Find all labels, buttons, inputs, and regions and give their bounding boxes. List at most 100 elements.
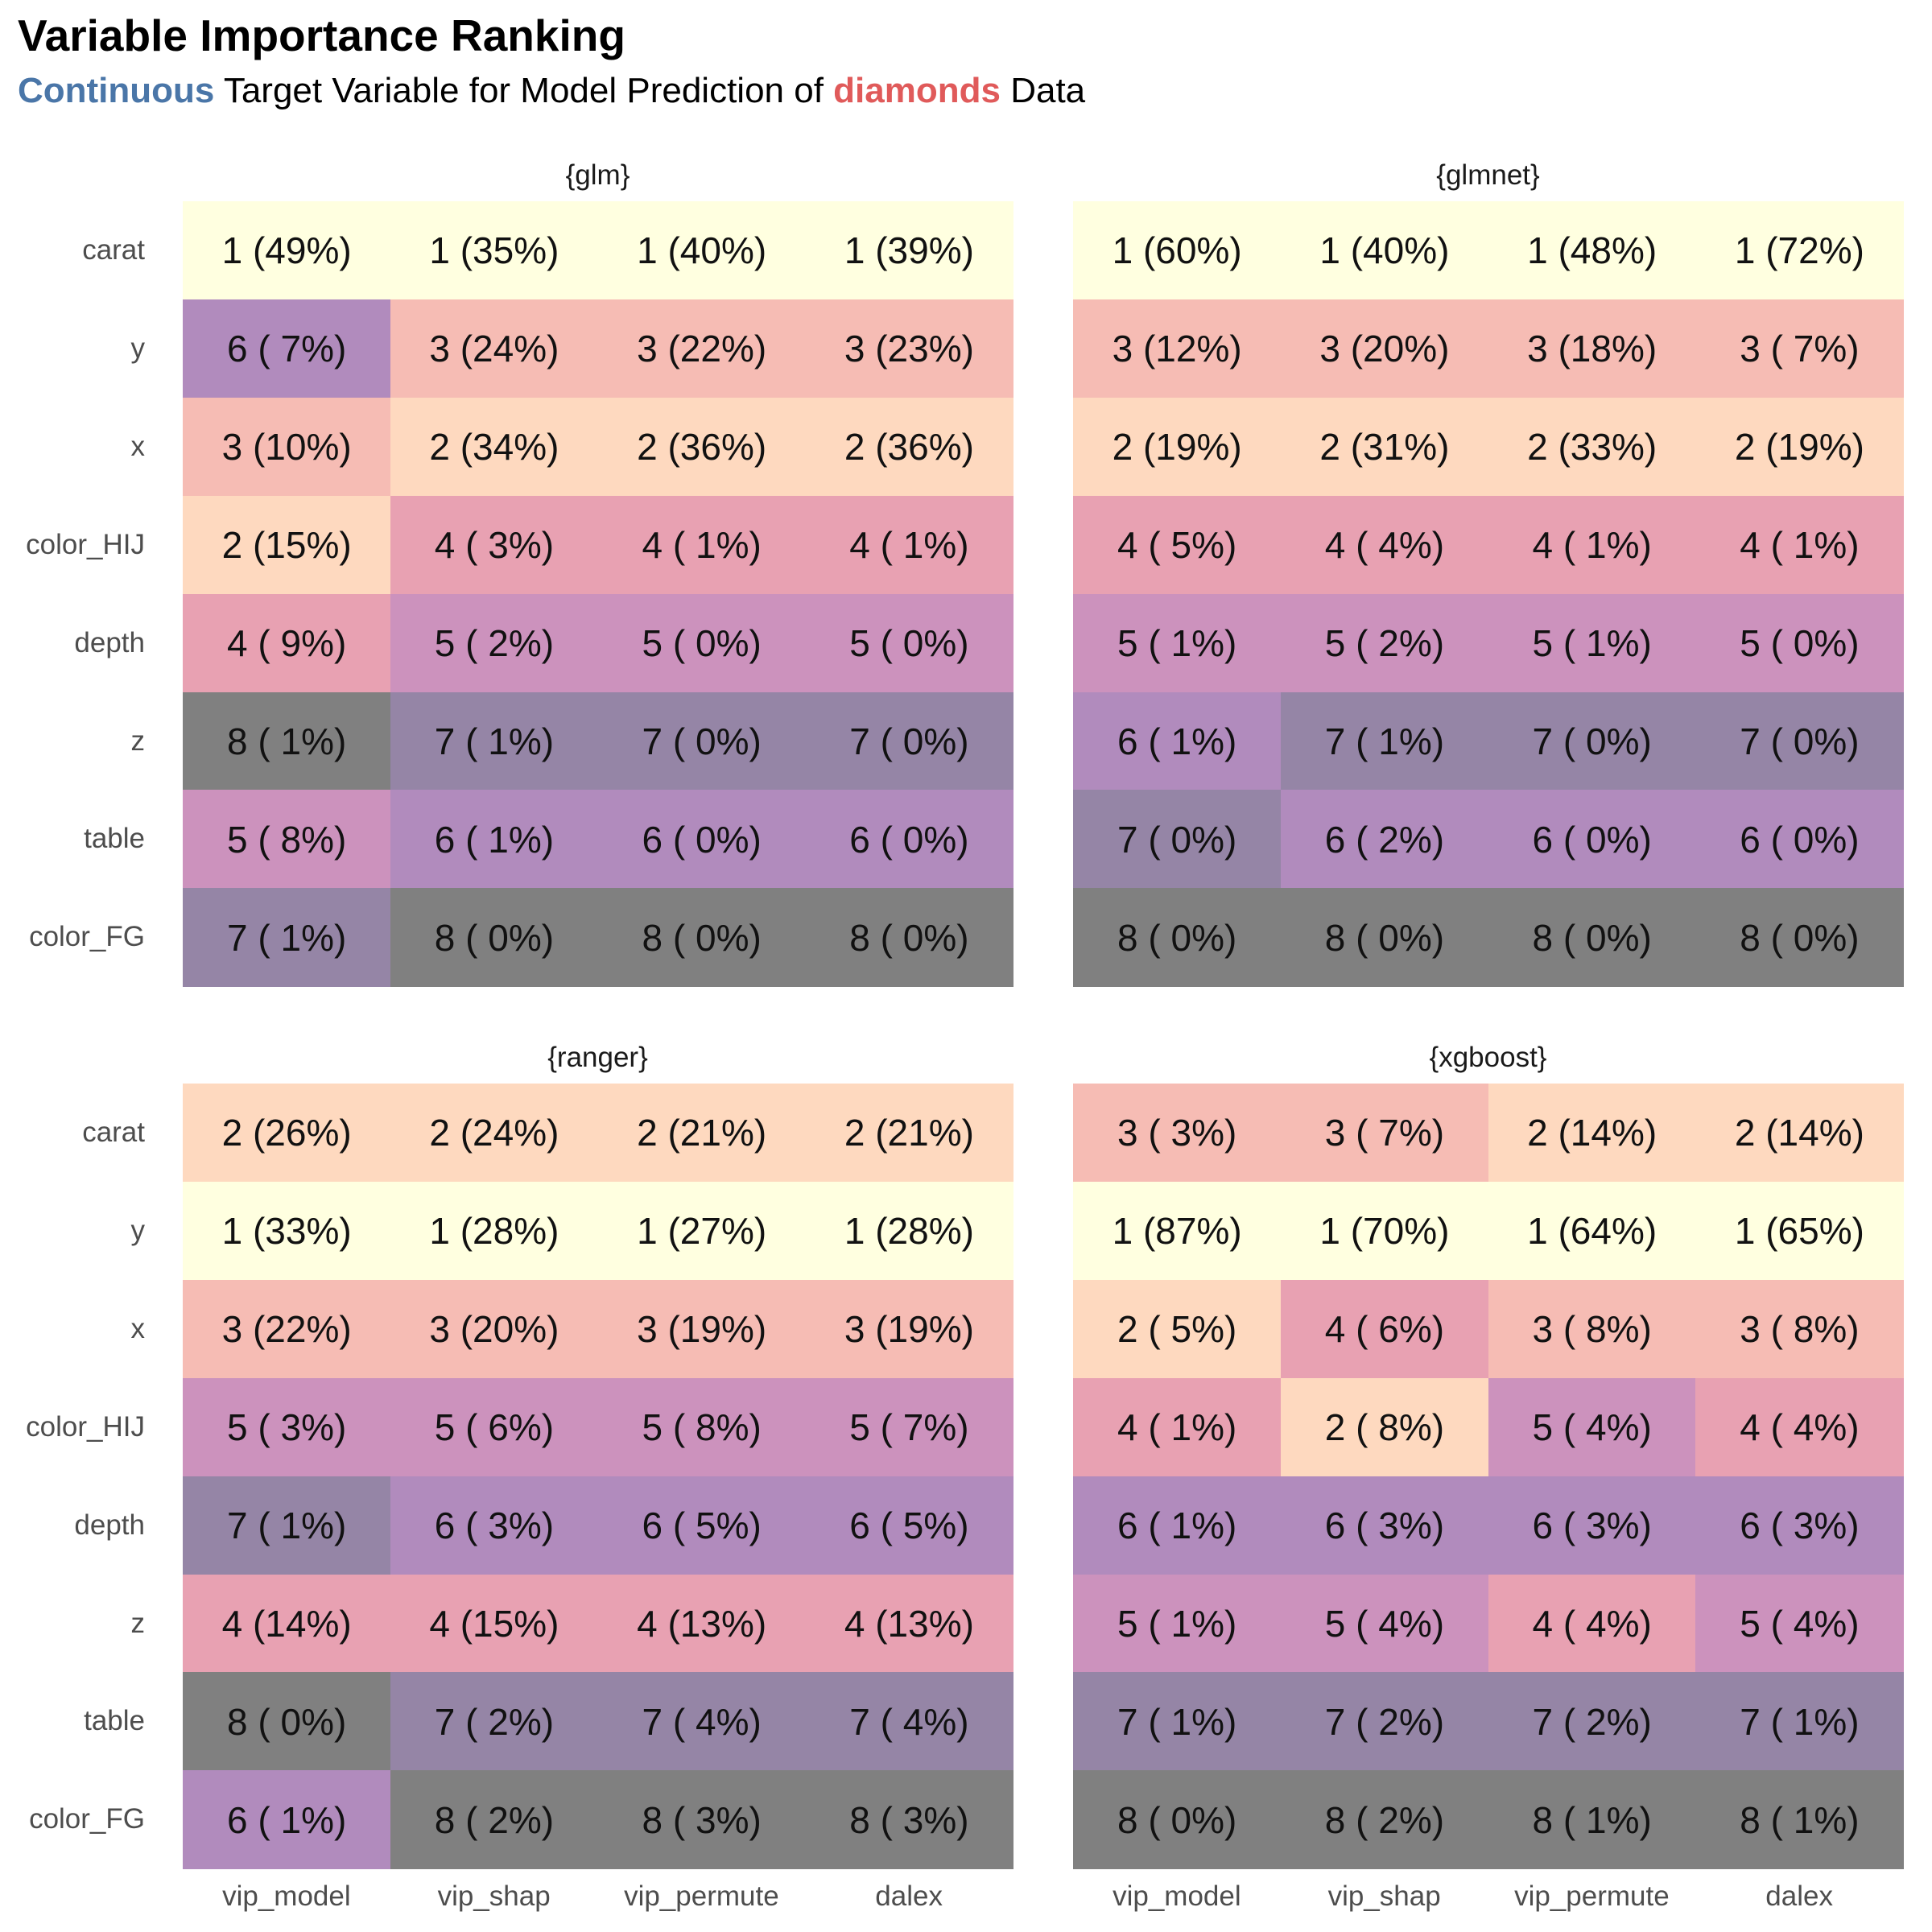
subtitle-text-2: Data	[1000, 71, 1086, 110]
heatmap-cell: 3 (10%)	[183, 397, 391, 497]
subtitle-diamonds: diamonds	[833, 71, 1001, 110]
subtitle-text-1: Target Variable for Model Prediction of	[214, 71, 834, 110]
heatmap-cell: 7 ( 4%)	[597, 1672, 806, 1771]
heatmap-cell: 4 ( 1%)	[805, 495, 1013, 595]
heatmap-cell: 4 (13%)	[597, 1574, 806, 1673]
heatmap-cell: 8 ( 0%)	[1073, 1770, 1282, 1869]
heatmap-cell: 4 ( 9%)	[183, 593, 391, 693]
heatmap-cell: 8 ( 0%)	[183, 1672, 391, 1771]
heatmap-cell: 5 ( 1%)	[1488, 593, 1696, 693]
heatmap-cell: 6 ( 3%)	[390, 1476, 599, 1575]
y-tick-label: y	[130, 332, 146, 364]
y-tick-label: y	[130, 1214, 146, 1246]
heatmap-cell: 2 ( 5%)	[1073, 1279, 1282, 1379]
heatmap-cell: 7 ( 0%)	[1073, 790, 1282, 889]
heatmap-cell: 6 ( 0%)	[597, 790, 806, 889]
heatmap-cell: 2 (26%)	[183, 1084, 391, 1183]
heatmap-cell: 1 (39%)	[805, 201, 1013, 300]
heatmap-cell: 8 ( 2%)	[1280, 1770, 1489, 1869]
heatmap-cell: 8 ( 2%)	[390, 1770, 599, 1869]
heatmap-cell: 8 ( 0%)	[805, 888, 1013, 987]
y-tick-label: depth	[74, 626, 145, 658]
heatmap-cell: 3 (18%)	[1488, 299, 1696, 398]
heatmap-cell: 6 ( 1%)	[1073, 691, 1282, 791]
heatmap-cell: 5 ( 0%)	[805, 593, 1013, 693]
heatmap-cell: 7 ( 0%)	[597, 691, 806, 791]
heatmap-cell: 8 ( 0%)	[597, 888, 806, 987]
heatmap-cell: 2 (14%)	[1488, 1084, 1696, 1183]
heatmap-cell: 2 (34%)	[390, 397, 599, 497]
facet-label: {ranger}	[547, 1042, 648, 1073]
heatmap-cell: 6 ( 3%)	[1280, 1476, 1489, 1575]
heatmap-cell: 2 (31%)	[1280, 397, 1489, 497]
heatmap-cell: 5 ( 8%)	[597, 1377, 806, 1477]
y-tick-label: carat	[82, 1117, 145, 1148]
y-tick-label: x	[130, 430, 146, 462]
heatmap-cell: 1 (65%)	[1695, 1181, 1904, 1281]
y-tick-label: depth	[74, 1509, 145, 1541]
heatmap-cell: 7 ( 0%)	[1695, 691, 1904, 791]
heatmap-cell: 8 ( 3%)	[805, 1770, 1013, 1869]
heatmap-cell: 8 ( 0%)	[390, 888, 599, 987]
heatmap-cell: 1 (60%)	[1073, 201, 1282, 300]
heatmap-cell: 6 ( 7%)	[183, 299, 391, 398]
heatmap-cell: 2 (19%)	[1695, 397, 1904, 497]
heatmap-cell: 7 ( 1%)	[1695, 1672, 1904, 1771]
y-tick-label: color_FG	[29, 921, 145, 953]
heatmap-cell: 6 ( 0%)	[1695, 790, 1904, 889]
subtitle-continuous: Continuous	[18, 71, 215, 110]
heatmap-cell: 5 ( 7%)	[805, 1377, 1013, 1477]
heatmap-cell: 1 (27%)	[597, 1181, 806, 1281]
heatmap-cell: 4 ( 1%)	[1488, 495, 1696, 595]
heatmap-cell: 3 ( 7%)	[1695, 299, 1904, 398]
heatmap-cell: 1 (33%)	[183, 1181, 391, 1281]
heatmap-cell: 7 ( 1%)	[183, 1476, 391, 1575]
heatmap-cell: 1 (28%)	[390, 1181, 599, 1281]
heatmap-cell: 3 ( 8%)	[1488, 1279, 1696, 1379]
heatmap-cell: 7 ( 1%)	[1280, 691, 1489, 791]
heatmap-cell: 5 ( 1%)	[1073, 1574, 1282, 1673]
heatmap-cell: 6 ( 5%)	[805, 1476, 1013, 1575]
heatmap-cell: 1 (28%)	[805, 1181, 1013, 1281]
facet-label: {glm}	[565, 159, 630, 191]
heatmap-cell: 5 ( 6%)	[390, 1377, 599, 1477]
x-tick-label: vip_model	[1113, 1880, 1241, 1913]
heatmap-cell: 5 ( 8%)	[183, 790, 391, 889]
heatmap-cell: 2 (24%)	[390, 1084, 599, 1183]
heatmap-cell: 3 ( 7%)	[1280, 1084, 1489, 1183]
y-tick-label: z	[130, 1607, 146, 1639]
heatmap-cell: 5 ( 2%)	[390, 593, 599, 693]
heatmap-cell: 6 ( 1%)	[183, 1770, 391, 1869]
heatmap-cell: 6 ( 1%)	[390, 790, 599, 889]
facet-label: {xgboost}	[1429, 1042, 1547, 1073]
x-tick-label: vip_permute	[624, 1880, 779, 1913]
heatmap-cell: 7 ( 4%)	[805, 1672, 1013, 1771]
heatmap-cell: 6 ( 1%)	[1073, 1476, 1282, 1575]
heatmap-cell: 5 ( 4%)	[1695, 1574, 1904, 1673]
y-tick-label: table	[84, 823, 145, 855]
heatmap-cell: 2 (36%)	[805, 397, 1013, 497]
y-tick-label: x	[130, 1312, 146, 1344]
heatmap-cell: 4 ( 4%)	[1280, 495, 1489, 595]
heatmap-cell: 3 (24%)	[390, 299, 599, 398]
x-tick-label: dalex	[875, 1880, 943, 1913]
heatmap-cell: 5 ( 4%)	[1488, 1377, 1696, 1477]
heatmap-cell: 7 ( 2%)	[1280, 1672, 1489, 1771]
heatmap-cell: 1 (87%)	[1073, 1181, 1282, 1281]
heatmap-cell: 6 ( 3%)	[1488, 1476, 1696, 1575]
heatmap-cell: 2 (33%)	[1488, 397, 1696, 497]
heatmap-cell: 1 (40%)	[597, 201, 806, 300]
heatmap-cell: 4 ( 4%)	[1488, 1574, 1696, 1673]
heatmap-cell: 8 ( 0%)	[1695, 888, 1904, 987]
y-tick-label: color_HIJ	[26, 528, 145, 560]
heatmap-cell: 2 (15%)	[183, 495, 391, 595]
heatmap-cell: 1 (49%)	[183, 201, 391, 300]
heatmap-cell: 1 (70%)	[1280, 1181, 1489, 1281]
heatmap-cell: 7 ( 1%)	[1073, 1672, 1282, 1771]
heatmap-cell: 7 ( 1%)	[390, 691, 599, 791]
facet-label: {glmnet}	[1436, 159, 1540, 191]
y-tick-label: carat	[82, 234, 145, 266]
heatmap-cell: 5 ( 0%)	[597, 593, 806, 693]
heatmap-cell: 7 ( 2%)	[390, 1672, 599, 1771]
heatmap-cell: 7 ( 0%)	[805, 691, 1013, 791]
